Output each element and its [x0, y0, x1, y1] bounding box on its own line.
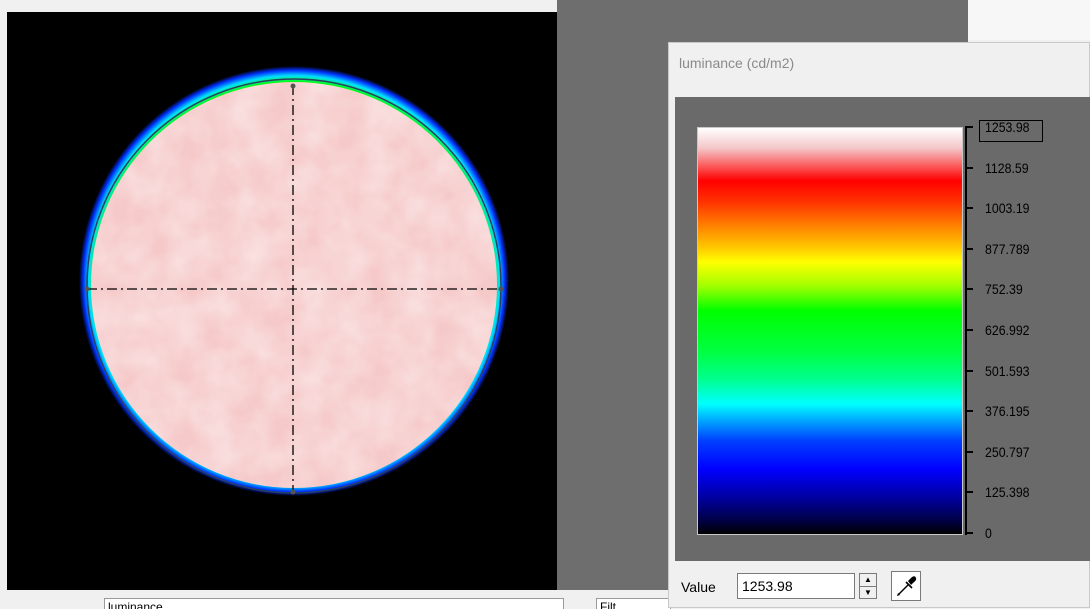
- luminance-map: [79, 66, 509, 496]
- background-strip: [968, 0, 1090, 40]
- scale-tick-label: 376.195: [985, 403, 1030, 420]
- value-spinner[interactable]: ▲ ▼: [859, 573, 877, 599]
- roi-handle-left[interactable]: [84, 286, 90, 292]
- scale-tick-label: 1128.59: [985, 159, 1029, 176]
- scale-axis: [965, 127, 967, 535]
- scale-tick: [965, 207, 973, 210]
- scale-tick: [965, 126, 973, 128]
- scale-tick: [965, 532, 973, 534]
- scale-tick: [965, 288, 973, 291]
- filter-field-label: Filt: [600, 600, 616, 609]
- value-input[interactable]: [737, 573, 855, 599]
- scale-tick-label: 0: [985, 525, 992, 541]
- scale-tick-label: 125.398: [985, 484, 1030, 501]
- bottom-bar: luminance Filt: [0, 590, 680, 609]
- layer-field-label: luminance: [108, 600, 163, 609]
- scale-tick: [965, 410, 973, 413]
- scale-tick-label: 1003.19: [985, 200, 1030, 217]
- scale-tick-label: 501.593: [985, 362, 1030, 379]
- scale-tick-label: 1253.98: [985, 119, 1030, 135]
- spin-up-icon[interactable]: ▲: [860, 574, 876, 587]
- scale-tick-label: 877.789: [985, 240, 1030, 257]
- colorbar[interactable]: [697, 127, 963, 535]
- value-label: Value: [681, 579, 716, 595]
- filter-field[interactable]: Filt: [596, 598, 671, 609]
- luminance-legend-window[interactable]: luminance (cd/m2) 1253.98 1128.59 1003.19 8…: [668, 42, 1090, 608]
- max-value-box[interactable]: [979, 120, 1043, 142]
- legend-body: 1253.98 1128.59 1003.19 877.789 752.39 626.99…: [675, 97, 1090, 561]
- spin-down-icon[interactable]: ▼: [864, 588, 872, 597]
- scale-tick-label: 626.992: [985, 322, 1030, 338]
- roi-handle-bottom[interactable]: [290, 489, 296, 495]
- scale-tick: [965, 491, 973, 494]
- eyedropper-icon[interactable]: [891, 571, 921, 601]
- layer-field[interactable]: luminance: [104, 598, 564, 609]
- scale-tick: [965, 247, 973, 250]
- legend-window-title: luminance (cd/m2): [679, 55, 795, 71]
- scale-tick: [965, 329, 973, 331]
- roi-handle-right[interactable]: [498, 286, 504, 292]
- scale-tick: [965, 369, 973, 372]
- scale-tick-label: 250.797: [985, 443, 1030, 460]
- roi-handle-top[interactable]: [290, 83, 296, 89]
- scale-tick: [965, 450, 973, 453]
- scale-tick-label: 752.39: [985, 281, 1023, 298]
- scale-tick: [965, 166, 973, 169]
- luminance-image[interactable]: [0, 0, 557, 590]
- value-row: Value ▲ ▼: [669, 567, 1089, 607]
